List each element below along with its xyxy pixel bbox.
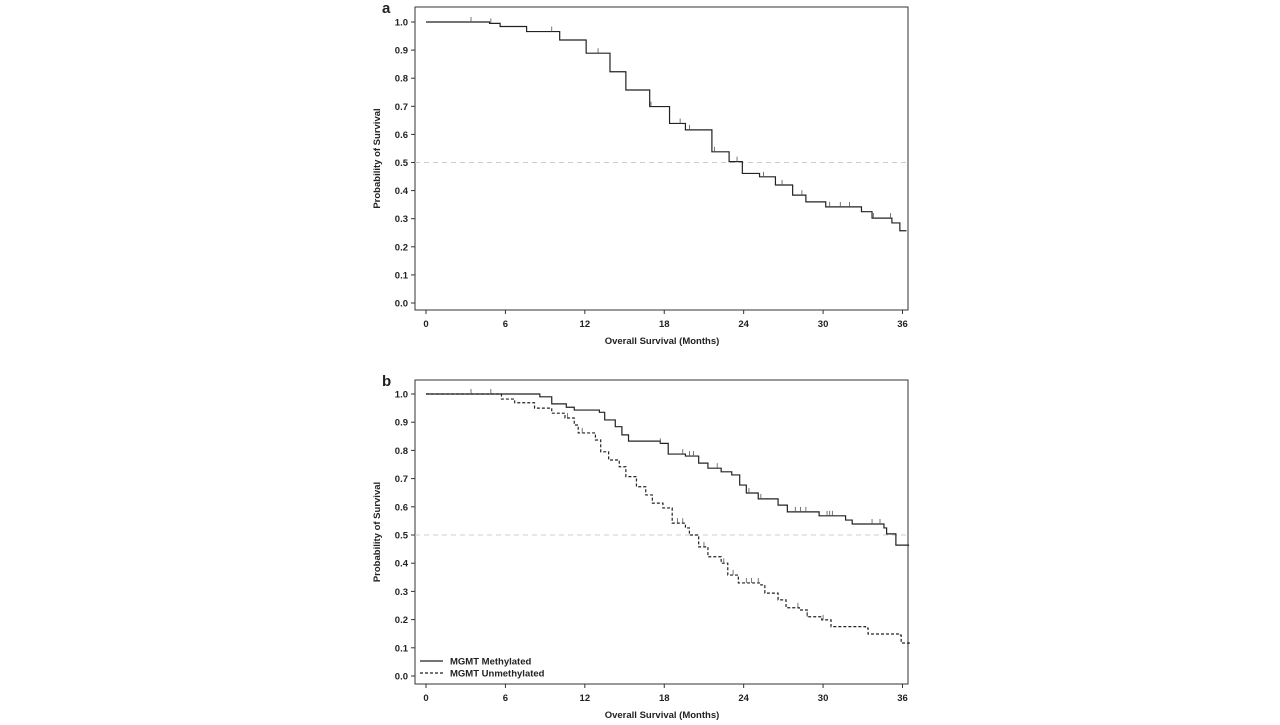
panel-label: b bbox=[382, 373, 391, 390]
y-tick-label: 0.6 bbox=[395, 130, 408, 141]
y-tick-label: 0.0 bbox=[395, 299, 408, 310]
y-tick-label: 0.1 bbox=[395, 643, 409, 654]
y-tick-label: 0.9 bbox=[395, 418, 408, 429]
panel-a: a 0.0 0.1 0.2 0.3 0.4 0.5 0.6 0.7 0.8 0.9 1.0 0 6 12 18… bbox=[372, 0, 909, 347]
y-tick-label: 0.8 bbox=[395, 446, 408, 457]
y-tick-label: 0.7 bbox=[395, 102, 408, 113]
y-tick-label: 1.0 bbox=[395, 390, 408, 401]
y-tick-label: 0.5 bbox=[395, 158, 409, 169]
x-tick-label: 6 bbox=[503, 693, 508, 704]
panel-label: a bbox=[382, 0, 391, 17]
y-tick-label: 1.0 bbox=[395, 18, 408, 29]
y-tick-label: 0.4 bbox=[395, 559, 409, 570]
plot-frame bbox=[414, 6, 909, 311]
legend-label: MGMT Unmethylated bbox=[450, 669, 545, 680]
survival-curve-mgmt-unmethylated bbox=[426, 393, 910, 645]
survival-curve-mgmt-methylated bbox=[426, 393, 910, 546]
y-tick-label: 0.8 bbox=[395, 74, 408, 85]
x-tick-label: 30 bbox=[818, 693, 829, 704]
x-tick-label: 30 bbox=[818, 319, 829, 330]
survival-curve-all bbox=[426, 21, 907, 232]
x-tick-label: 0 bbox=[423, 319, 428, 330]
x-tick-label: 36 bbox=[897, 319, 908, 330]
y-tick-label: 0.3 bbox=[395, 587, 408, 598]
x-tick-label: 24 bbox=[738, 319, 749, 330]
y-tick-label: 0.2 bbox=[395, 242, 408, 253]
y-tick-label: 0.5 bbox=[395, 531, 409, 542]
y-axis-label: Probability of Survival bbox=[372, 482, 383, 582]
x-axis-label: Overall Survival (Months) bbox=[605, 336, 720, 347]
x-axis-label: Overall Survival (Months) bbox=[605, 710, 720, 720]
x-tick-label: 12 bbox=[580, 693, 591, 704]
y-tick-label: 0.0 bbox=[395, 672, 408, 683]
y-tick-label: 0.7 bbox=[395, 474, 408, 485]
y-tick-label: 0.1 bbox=[395, 270, 409, 281]
x-tick-label: 36 bbox=[897, 693, 908, 704]
y-tick-label: 0.6 bbox=[395, 502, 408, 513]
x-tick-label: 24 bbox=[738, 693, 749, 704]
y-tick-label: 0.2 bbox=[395, 615, 408, 626]
x-tick-label: 6 bbox=[503, 319, 508, 330]
legend-label: MGMT Methylated bbox=[450, 657, 531, 668]
y-tick-label: 0.3 bbox=[395, 214, 408, 225]
x-tick-label: 0 bbox=[423, 693, 428, 704]
y-tick-label: 0.4 bbox=[395, 186, 409, 197]
x-tick-label: 18 bbox=[659, 319, 670, 330]
y-axis-label: Probability of Survival bbox=[372, 108, 383, 208]
x-tick-label: 18 bbox=[659, 693, 670, 704]
x-tick-label: 12 bbox=[580, 319, 591, 330]
y-tick-label: 0.9 bbox=[395, 46, 408, 57]
plot-frame bbox=[414, 379, 909, 685]
panel-b: b 0.0 0.1 0.2 0.3 0.4 0.5 0.6 0.7 0.8 0.9 1.0 0 6 12 18… bbox=[372, 373, 910, 721]
